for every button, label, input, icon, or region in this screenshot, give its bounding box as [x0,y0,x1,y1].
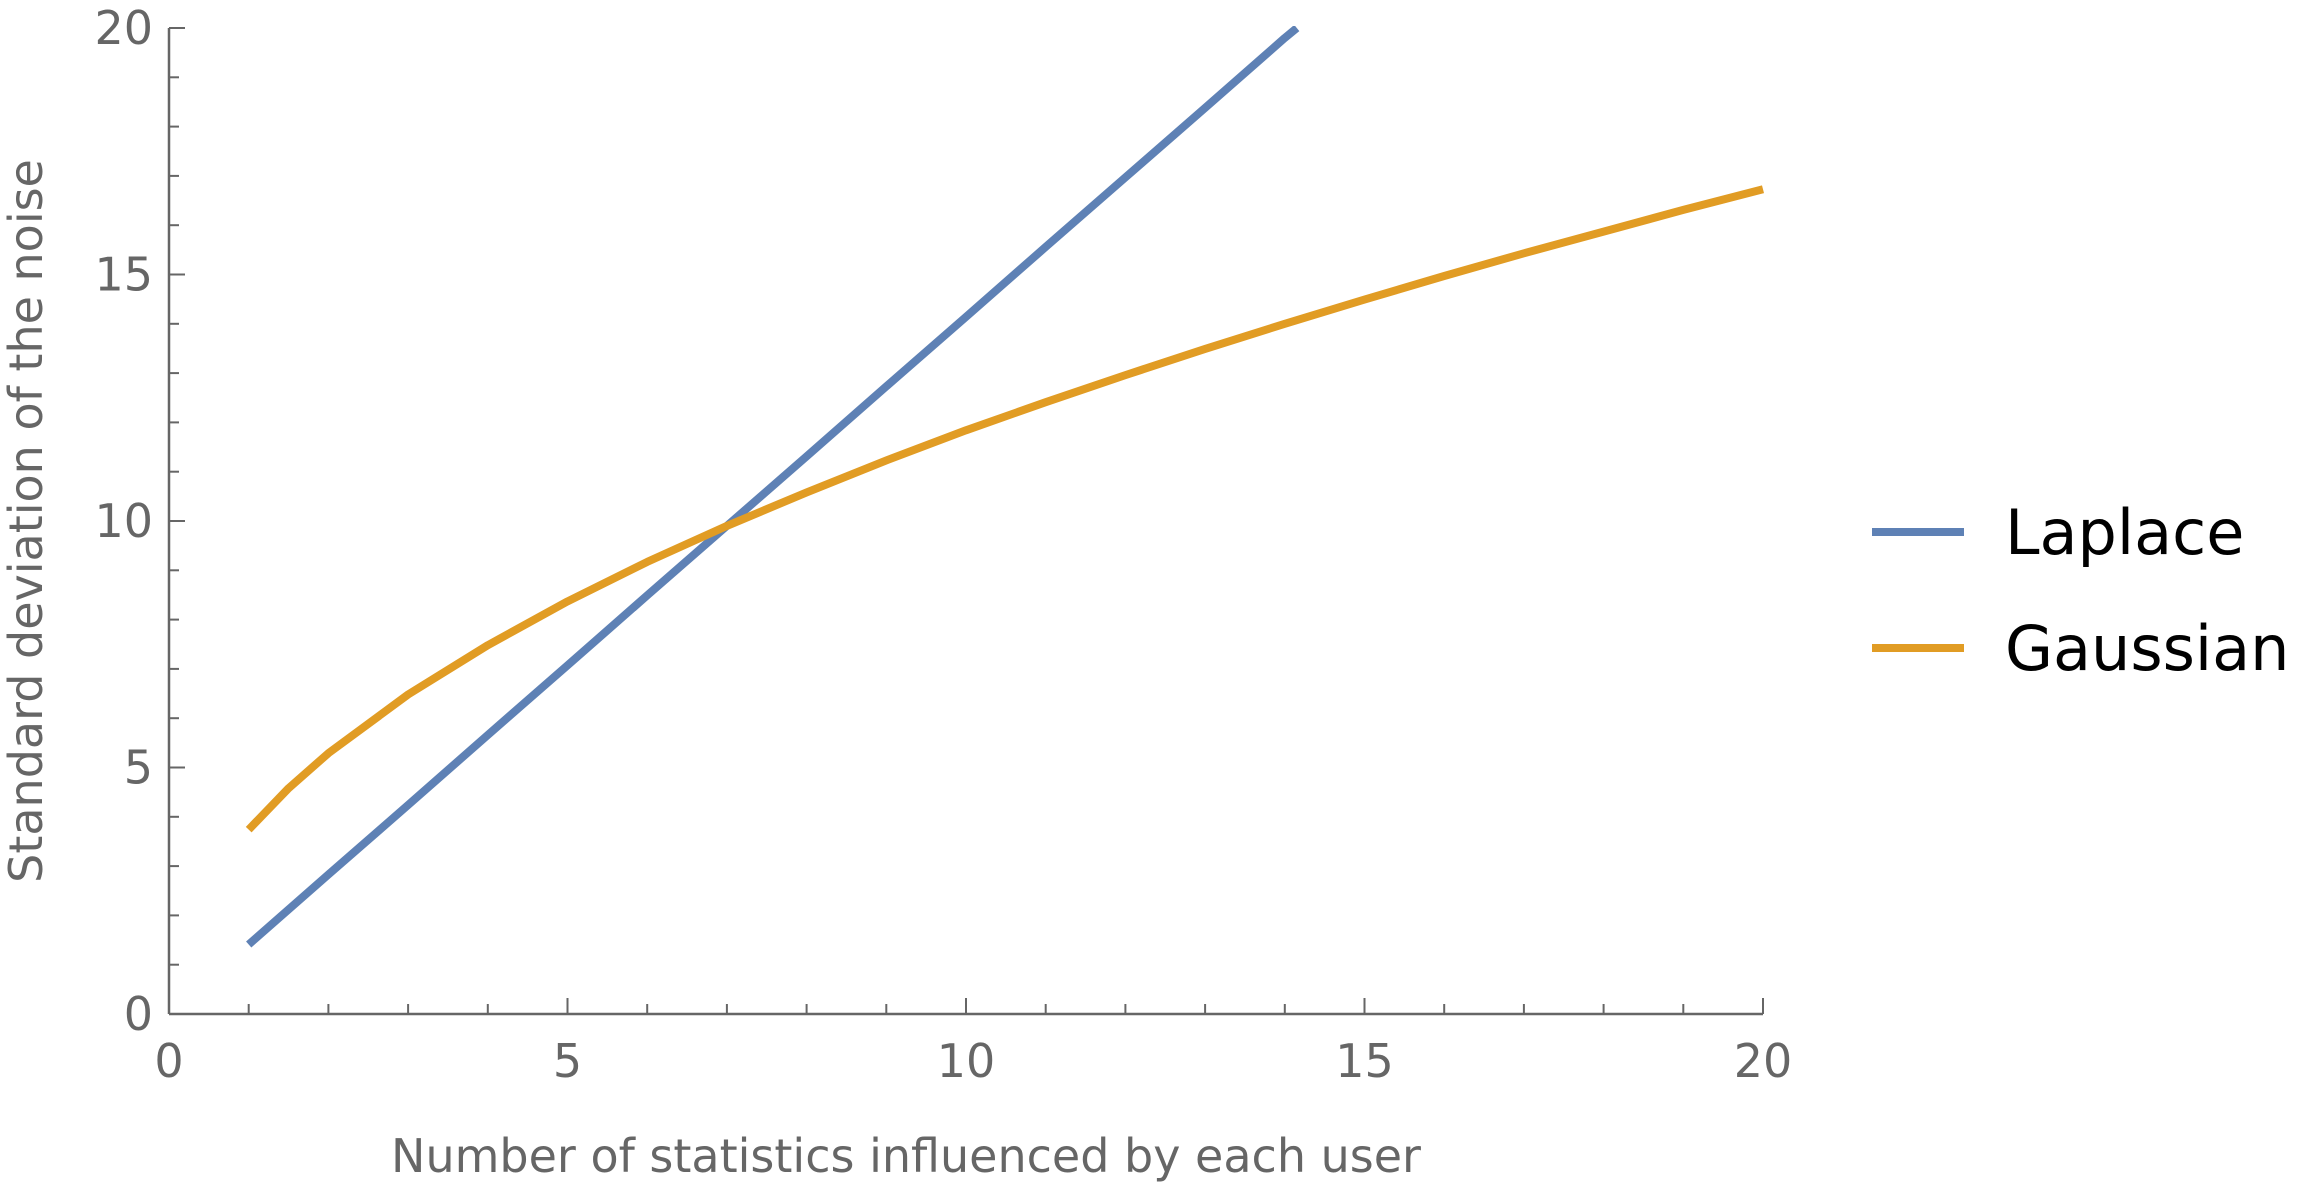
y-tick-label: 10 [94,494,153,548]
axes: 0 5 10 15 20 0 5 10 15 20 [94,1,1792,1088]
y-tick-label: 15 [94,248,153,302]
y-axis-title: Standard deviation of the noise [0,159,53,883]
x-tick-label: 10 [937,1034,996,1088]
x-tick-label: 15 [1335,1034,1394,1088]
x-tick-label: 5 [553,1034,582,1088]
legend-label-gaussian: Gaussian [2005,612,2289,685]
plot-area [245,26,1765,948]
y-tick-label: 0 [124,987,153,1041]
y-tick-label: 20 [94,1,153,55]
series-line-gaussian [245,185,1765,833]
x-tick-label: 20 [1734,1034,1793,1088]
legend: Laplace Gaussian [1872,496,2289,685]
x-axis-title: Number of statistics influenced by each … [391,1129,1421,1183]
series-line-laplace [246,26,1300,948]
y-tick-label: 5 [124,741,153,795]
x-tick-label: 0 [154,1034,183,1088]
legend-label-laplace: Laplace [2005,496,2244,569]
